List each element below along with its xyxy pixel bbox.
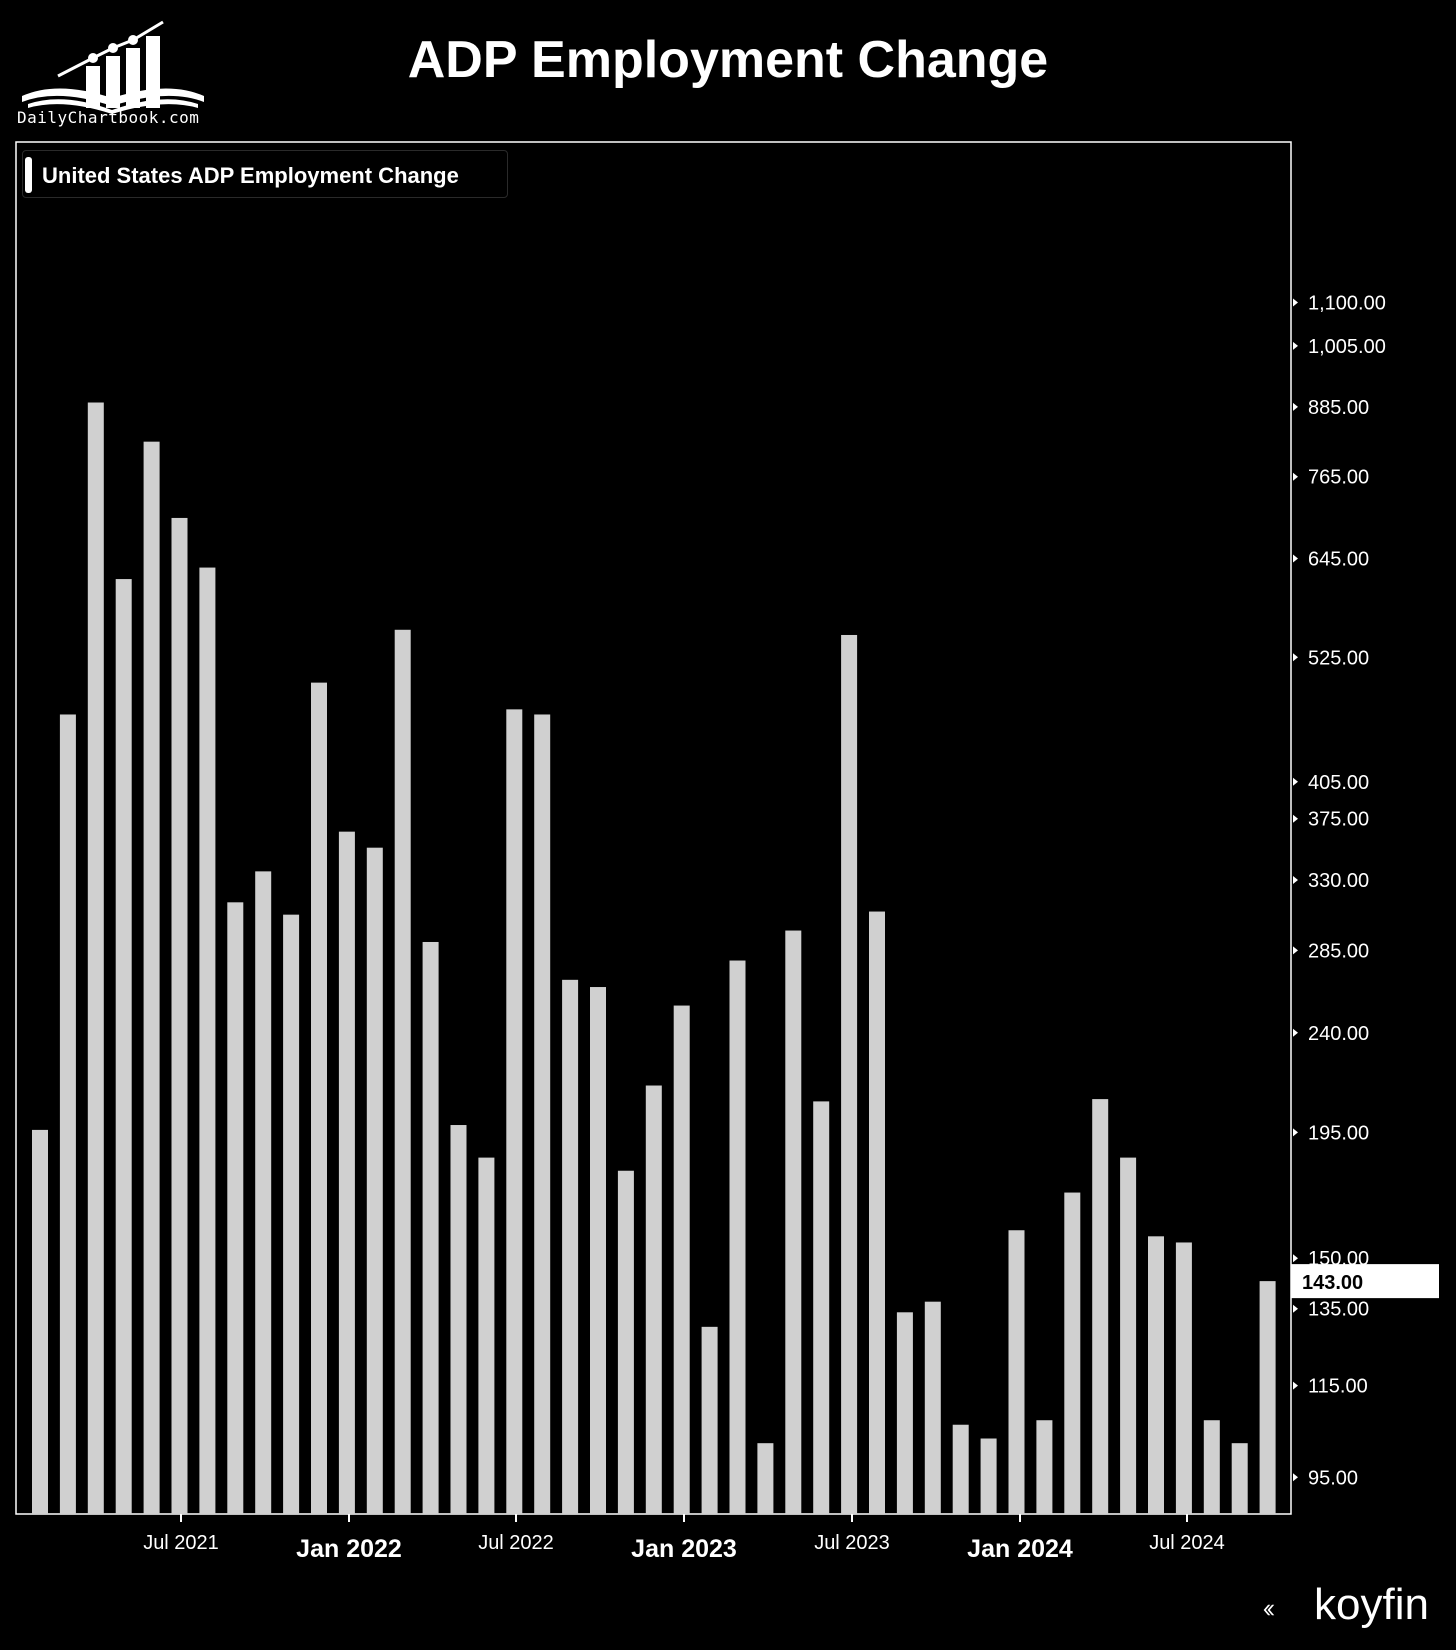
bar[interactable]	[1231, 1443, 1248, 1514]
bar[interactable]	[673, 1005, 690, 1514]
y-tick-label: 1,005.00	[1308, 336, 1386, 358]
bar[interactable]	[450, 1125, 467, 1514]
x-tick-label: Jan 2023	[631, 1535, 737, 1563]
y-tick-mark	[1293, 402, 1298, 411]
y-tick-mark	[1293, 472, 1298, 481]
bar[interactable]	[1148, 1236, 1164, 1514]
bar[interactable]	[701, 1326, 718, 1514]
bar[interactable]	[59, 714, 76, 1514]
last-value-label: 143.00	[1302, 1272, 1363, 1294]
x-tick-label: Jul 2021	[143, 1532, 219, 1554]
bar[interactable]	[1036, 1420, 1053, 1514]
y-tick-mark	[1293, 341, 1298, 350]
bar[interactable]	[1064, 1192, 1081, 1514]
y-tick-mark	[1293, 814, 1298, 823]
y-tick-mark	[1293, 777, 1298, 786]
y-tick-label: 115.00	[1308, 1376, 1368, 1398]
y-tick-mark	[1293, 653, 1298, 662]
chart-title: ADP Employment Change	[407, 31, 1049, 89]
bar[interactable]	[1092, 1099, 1109, 1514]
bar[interactable]	[729, 960, 746, 1514]
bar[interactable]	[227, 902, 244, 1514]
y-tick-mark	[1293, 876, 1298, 885]
y-tick-label: 1,100.00	[1308, 293, 1386, 315]
koyfin-logo-icon	[1263, 1604, 1275, 1616]
bar[interactable]	[338, 831, 355, 1514]
bar[interactable]	[422, 941, 439, 1514]
site-name[interactable]: DailyChartbook.com	[17, 108, 200, 127]
bar[interactable]	[171, 517, 188, 1514]
bar[interactable]	[1259, 1281, 1276, 1514]
y-tick-mark	[1293, 946, 1298, 955]
bar[interactable]	[311, 682, 327, 1514]
y-tick-label: 765.00	[1308, 467, 1369, 489]
bar[interactable]	[785, 930, 802, 1514]
bar[interactable]	[32, 1129, 48, 1514]
y-tick-label: 135.00	[1308, 1299, 1369, 1321]
bar[interactable]	[869, 911, 885, 1514]
bar[interactable]	[87, 402, 104, 1515]
bar[interactable]	[1203, 1420, 1220, 1514]
bar[interactable]	[115, 579, 132, 1514]
y-axis: 1,100.00 1,005.00 885.00 765.00 645.00 525.00…	[1293, 293, 1386, 1489]
legend[interactable]: United States ADP Employment Change	[22, 150, 508, 198]
bar[interactable]	[1008, 1230, 1025, 1514]
bar[interactable]	[841, 634, 858, 1514]
bar[interactable]	[143, 441, 160, 1515]
bar[interactable]	[1120, 1157, 1137, 1514]
legend-swatch	[25, 157, 32, 193]
y-tick-mark	[1293, 1128, 1298, 1137]
x-tick-label: Jan 2024	[967, 1535, 1073, 1563]
x-axis: Jul 2021 Jan 2022 Jul 2022 Jan 2023 Jul 2023…	[143, 1514, 1225, 1563]
bar[interactable]	[980, 1438, 997, 1514]
bar[interactable]	[394, 629, 411, 1514]
bar[interactable]	[924, 1301, 941, 1514]
y-tick-label: 195.00	[1308, 1122, 1369, 1144]
koyfin-brand: koyfin	[1314, 1580, 1429, 1629]
y-tick-label: 405.00	[1308, 772, 1369, 794]
y-tick-label: 95.00	[1308, 1467, 1358, 1489]
dailychartbook-logo	[22, 20, 204, 114]
bar[interactable]	[590, 987, 606, 1514]
y-tick-label: 645.00	[1308, 549, 1369, 571]
y-tick-label: 525.00	[1308, 647, 1369, 669]
bar[interactable]	[255, 871, 272, 1514]
bar[interactable]	[617, 1170, 634, 1514]
y-tick-mark	[1293, 1254, 1298, 1263]
x-tick-label: Jul 2022	[478, 1532, 554, 1554]
bar[interactable]	[506, 709, 523, 1514]
x-tick-label: Jul 2024	[1149, 1532, 1225, 1554]
y-tick-mark	[1293, 554, 1298, 563]
bar[interactable]	[645, 1085, 662, 1514]
last-value-marker: 143.00	[1291, 1264, 1439, 1299]
bar[interactable]	[562, 979, 579, 1514]
bar[interactable]	[366, 847, 383, 1514]
bar[interactable]	[283, 914, 300, 1514]
y-tick-mark	[1293, 1381, 1298, 1390]
bar[interactable]	[534, 714, 551, 1514]
bars-group	[32, 402, 1276, 1515]
y-tick-label: 240.00	[1308, 1023, 1369, 1045]
y-tick-label: 885.00	[1308, 397, 1369, 419]
y-tick-mark	[1293, 1473, 1298, 1482]
bar[interactable]	[478, 1157, 495, 1514]
last-value-box	[1291, 1264, 1439, 1299]
y-tick-label: 285.00	[1308, 940, 1369, 962]
bar[interactable]	[813, 1101, 830, 1514]
bar[interactable]	[199, 567, 216, 1514]
y-tick-mark	[1293, 298, 1298, 307]
y-tick-mark	[1293, 1028, 1298, 1037]
x-tick-label: Jan 2022	[296, 1535, 402, 1563]
x-tick-label: Jul 2023	[814, 1532, 890, 1554]
legend-label: United States ADP Employment Change	[42, 163, 459, 188]
bar[interactable]	[896, 1312, 913, 1514]
bar[interactable]	[1175, 1242, 1192, 1514]
y-tick-label: 330.00	[1308, 870, 1369, 892]
y-tick-mark	[1293, 1304, 1298, 1313]
bar[interactable]	[757, 1443, 774, 1514]
bar[interactable]	[952, 1424, 969, 1514]
y-tick-label: 375.00	[1308, 809, 1369, 831]
